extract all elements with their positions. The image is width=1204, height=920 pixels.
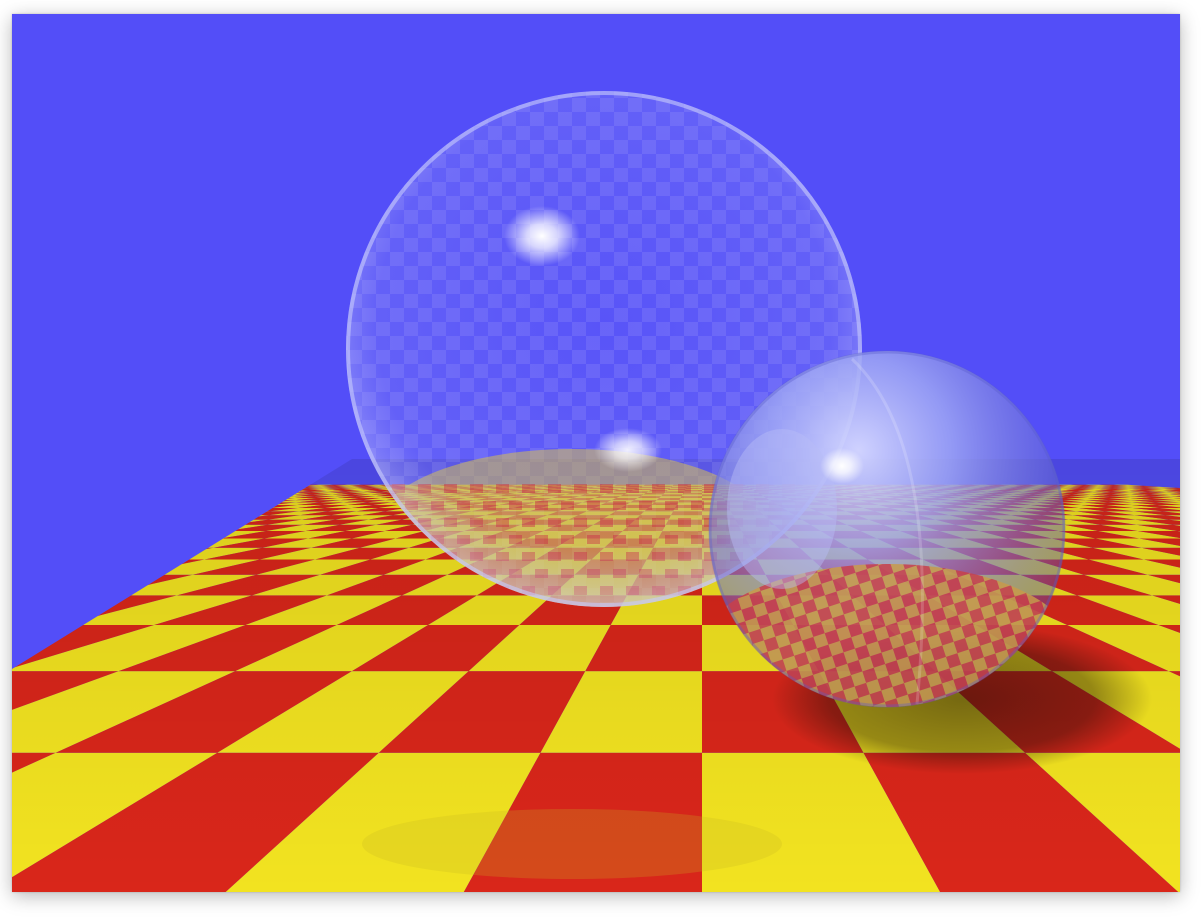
render-frame bbox=[12, 14, 1180, 892]
specular-highlight bbox=[594, 428, 662, 472]
specular-highlight bbox=[820, 448, 864, 484]
specular-highlight bbox=[504, 206, 580, 266]
big-sphere-shadow bbox=[362, 809, 782, 879]
raytraced-scene bbox=[12, 14, 1180, 892]
